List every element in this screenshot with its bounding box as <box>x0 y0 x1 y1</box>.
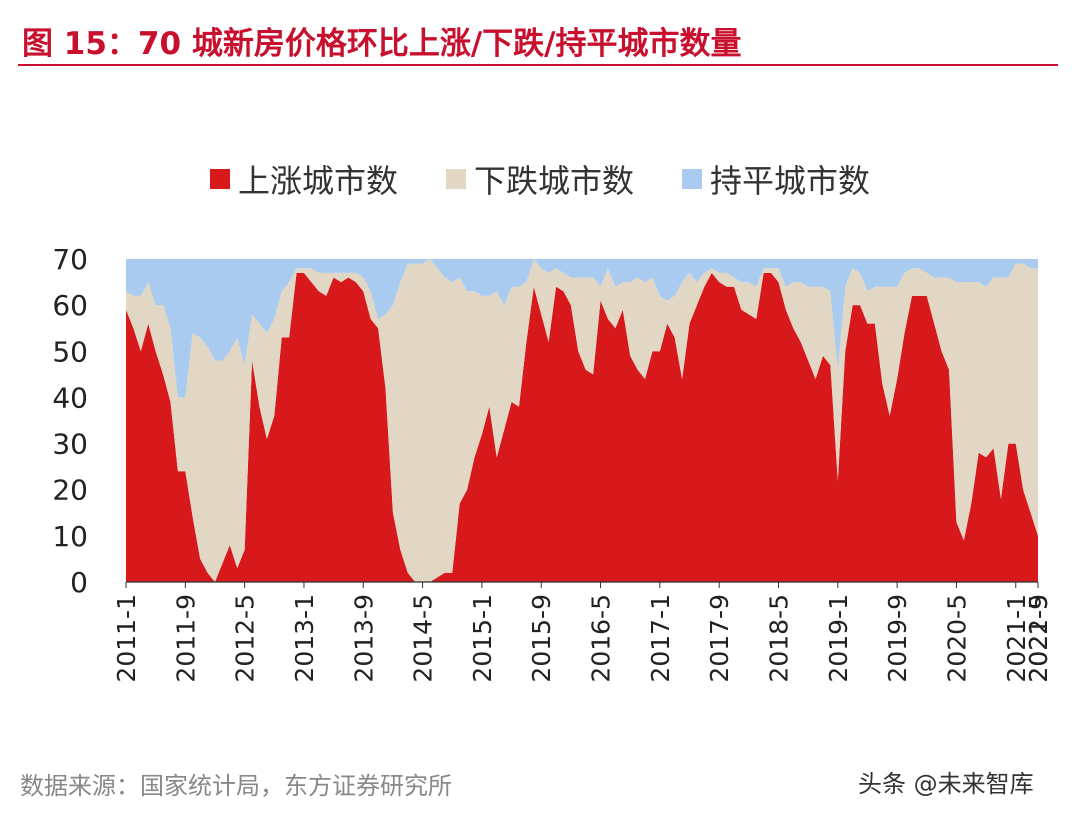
x-tick-label: 2013-1 <box>290 594 319 683</box>
legend-swatch-rise <box>209 169 230 189</box>
x-tick-label: 2011-9 <box>171 594 200 683</box>
title-divider <box>18 64 1058 66</box>
y-tick-label: 20 <box>52 474 88 507</box>
y-tick-label: 50 <box>52 335 88 368</box>
x-tick-label: 2017-9 <box>705 594 734 683</box>
legend-item-rise: 上涨城市数 <box>209 156 398 202</box>
x-tick-label: 2011-1 <box>112 594 141 683</box>
x-tick-label: 2022-5 <box>1024 594 1053 683</box>
y-tick-label: 70 <box>52 243 88 276</box>
x-tick-label: 2015-9 <box>527 594 556 683</box>
chart-title: 图 15：70 城新房价格环比上涨/下跌/持平城市数量 <box>22 26 742 62</box>
series-area-fall <box>126 259 1038 582</box>
source-note: 数据来源：国家统计局，东方证券研究所 <box>20 772 452 800</box>
legend-item-flat: 持平城市数 <box>682 156 870 202</box>
y-tick-label: 10 <box>52 520 88 553</box>
x-tick-label: 2018-5 <box>765 594 794 683</box>
x-tick-label: 2012-5 <box>231 594 260 683</box>
legend-label-rise: 上涨城市数 <box>237 162 398 200</box>
y-tick-label: 40 <box>52 381 88 414</box>
x-tick-label: 2016-5 <box>587 594 616 683</box>
legend-label-flat: 持平城市数 <box>710 162 871 200</box>
series-area-flat <box>126 259 1038 398</box>
x-tick-label: 2013-9 <box>349 594 378 683</box>
y-tick-label: 60 <box>52 289 88 322</box>
legend-swatch-flat <box>682 169 702 189</box>
x-tick-label: 2019-1 <box>824 594 853 683</box>
x-tick-label: 2021-9 <box>1024 594 1053 683</box>
x-tick-label: 2015-1 <box>468 594 497 683</box>
x-tick-label: 2020-5 <box>942 594 971 683</box>
x-tick-label: 2017-1 <box>646 594 675 683</box>
series-area-rise <box>126 272 1038 582</box>
y-tick-label: 0 <box>70 566 88 599</box>
legend-item-fall: 下跌城市数 <box>445 156 634 202</box>
x-tick-label: 2014-5 <box>409 594 438 683</box>
legend-swatch-fall <box>445 169 466 189</box>
watermark: 头条 @未来智库 <box>858 770 1034 798</box>
x-tick-label: 2021-1 <box>1002 594 1031 683</box>
legend-label-fall: 下跌城市数 <box>473 162 634 200</box>
chart-legend: 上涨城市数 下跌城市数 持平城市数 <box>0 156 1080 202</box>
y-tick-label: 30 <box>52 428 88 461</box>
x-tick-label: 2019-9 <box>883 594 912 683</box>
